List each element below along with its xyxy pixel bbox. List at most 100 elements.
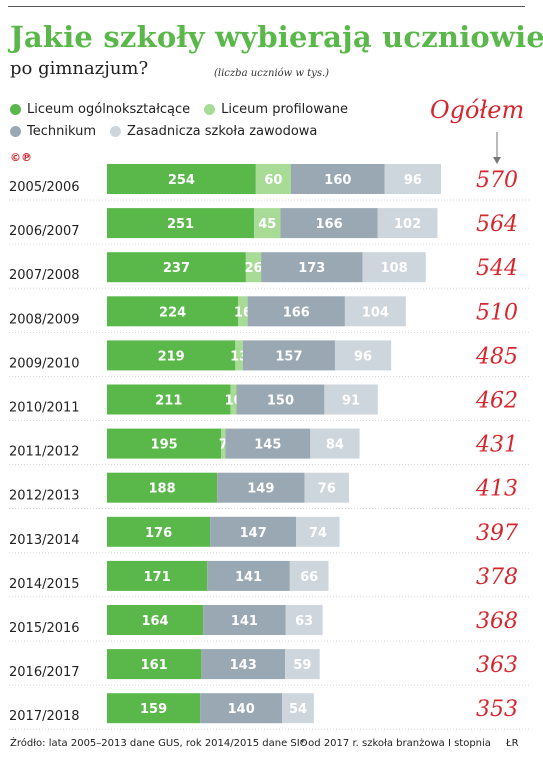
bar-segment (238, 296, 248, 327)
bar-segment (255, 164, 291, 194)
bar-value-label: 54 (289, 702, 307, 717)
bar-value-label: 84 (326, 438, 344, 453)
chart-subtitle: po gimnazjum? (10, 58, 149, 79)
bar-segment (344, 296, 406, 327)
bar-segment (107, 428, 222, 459)
bar-segment (245, 252, 262, 283)
bar-segment (107, 340, 236, 371)
total-value: 431 (475, 433, 518, 458)
total-value: 462 (475, 389, 518, 414)
bar-segment (242, 340, 335, 371)
bar-segment (107, 472, 218, 503)
bar-segment (107, 164, 256, 194)
bar-segment (207, 560, 290, 591)
bar-segment (235, 340, 243, 371)
bar-value-label: 60 (264, 173, 282, 188)
bar-segment (107, 384, 231, 415)
bar-value-label: 91 (342, 394, 360, 409)
category-label: 2007/2008 (9, 268, 80, 283)
category-label: 2011/2012 (9, 445, 80, 460)
legend-item-zasadnicza: Zasadnicza szkoła zawodowa (110, 124, 317, 139)
bar-segment (107, 649, 202, 680)
category-label: 2009/2010 (9, 356, 80, 371)
bar-segment (247, 296, 345, 327)
bar-value-label: 211 (155, 394, 182, 409)
legend-item-liceum-profilowane: Liceum profilowane (204, 102, 348, 117)
bar-segment (107, 560, 208, 591)
bar-value-label: 96 (404, 173, 422, 188)
top-rule (8, 6, 525, 7)
bar-value-label: 188 (149, 482, 176, 497)
legend-label: Technikum (27, 124, 96, 139)
bar-value-label: 237 (163, 261, 190, 276)
total-value: 510 (476, 300, 518, 325)
category-label: 2014/2015 (9, 577, 80, 592)
bar-value-label: 224 (159, 305, 186, 320)
bar-value-label: 140 (228, 702, 255, 717)
source-note: Źródło: lata 2005–2013 dane GUS, rok 201… (10, 738, 308, 749)
bar-segment (310, 428, 360, 459)
legend-item-technikum: Technikum (10, 124, 96, 139)
bar-segment (107, 693, 201, 724)
legend-label: Liceum profilowane (221, 102, 349, 117)
bar-segment (362, 252, 426, 283)
bar-value-label: 176 (145, 526, 172, 541)
total-value: 353 (476, 697, 518, 722)
bar-value-label: 149 (247, 482, 274, 497)
bar-value-label: 166 (316, 217, 343, 232)
total-header: Ogółem (430, 96, 525, 124)
bar-segment (107, 516, 211, 547)
bar-segment (200, 693, 283, 724)
bar-value-label: 171 (144, 570, 171, 585)
bar-value-label: 108 (381, 261, 408, 276)
category-label: 2016/2017 (9, 665, 80, 680)
bar-value-label: 159 (140, 702, 167, 717)
bar-value-label: 157 (275, 349, 302, 364)
bar-value-label: 141 (235, 570, 262, 585)
legend-swatch (10, 126, 21, 137)
legend-row-1: Liceum ogólnokształcące Liceum profilowa… (10, 102, 362, 117)
bar-value-label: 66 (300, 570, 318, 585)
bar-segment (203, 605, 286, 635)
category-label: 2005/2006 (9, 180, 80, 195)
category-label: 2012/2013 (9, 489, 80, 504)
bar-value-label: 96 (354, 349, 372, 364)
bar-value-label: 145 (254, 438, 281, 453)
bar-segment (377, 208, 438, 239)
bar-value-label: 141 (231, 614, 258, 629)
bar-value-label: 147 (240, 526, 267, 541)
category-label: 2010/2011 (9, 401, 80, 416)
bar-segment (107, 252, 246, 283)
author-initials: ŁR (506, 738, 519, 749)
legend-swatch (10, 104, 21, 115)
bar-segment (254, 208, 281, 239)
total-value: 564 (476, 212, 518, 237)
bar-segment (107, 208, 255, 239)
footnote: * od 2017 r. szkoła branżowa I stopnia (300, 738, 491, 749)
bar-segment (201, 649, 286, 680)
legend-label: Liceum ogólnokształcące (27, 102, 191, 117)
bar-value-label: 173 (298, 261, 325, 276)
bar-segment (230, 384, 237, 415)
total-value: 413 (475, 477, 518, 502)
bar-value-label: 63 (295, 614, 313, 629)
bar-value-label: 16 (234, 305, 252, 320)
total-arrow-head (493, 157, 501, 164)
category-label: 2013/2014 (9, 533, 80, 548)
bar-value-label: 150 (267, 394, 294, 409)
bar-segment (261, 252, 363, 283)
total-value: 544 (476, 256, 518, 281)
legend-swatch (110, 126, 121, 137)
bar-value-label: 219 (158, 349, 185, 364)
bar-segment (210, 516, 297, 547)
bar-value-label: 59 (293, 658, 311, 673)
bar-segment (304, 472, 350, 503)
bar-value-label: 160 (324, 173, 351, 188)
bar-value-label: 74 (309, 526, 327, 541)
bar-value-label: 164 (141, 614, 168, 629)
legend-item-liceum-ogolnoksztalcace: Liceum ogólnokształcące (10, 102, 190, 117)
bar-value-label: 251 (167, 217, 194, 232)
bar-value-label: 195 (151, 438, 178, 453)
bar-segment (285, 649, 320, 680)
